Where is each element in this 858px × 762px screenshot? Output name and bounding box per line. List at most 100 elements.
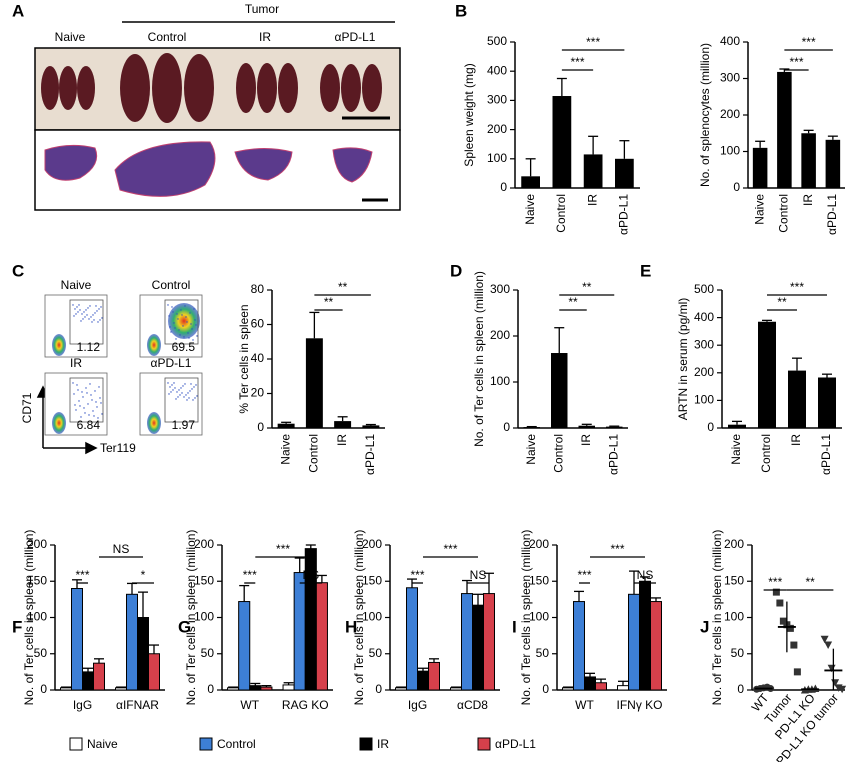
- flow-dot: [91, 321, 93, 323]
- y-tick-label: 60: [251, 317, 265, 331]
- flow-dot: [190, 323, 192, 325]
- bar: [758, 321, 776, 428]
- flow-dot: [176, 391, 178, 393]
- flow-dot: [97, 321, 99, 323]
- significance-label: ***: [243, 568, 257, 582]
- y-tick-label: 50: [201, 646, 215, 660]
- y-axis-label: ARTN in serum (pg/ml): [676, 298, 690, 420]
- y-tick-label: 0: [375, 682, 382, 696]
- point: [779, 617, 787, 625]
- y-tick-label: 500: [487, 34, 507, 48]
- flow-dot: [173, 322, 175, 324]
- y-tick-label: 150: [27, 573, 47, 587]
- legend-label: Naive: [87, 737, 118, 751]
- flow-dot: [196, 335, 198, 337]
- bar: [293, 572, 306, 691]
- bar: [615, 158, 634, 188]
- column-label: IR: [259, 30, 271, 44]
- flow-dot: [84, 412, 86, 414]
- flow-dot: [81, 391, 83, 393]
- flow-dot: [88, 414, 90, 416]
- y-tick-label: 400: [720, 34, 740, 48]
- flow-dot: [94, 312, 96, 314]
- y-tick-label: 0: [257, 420, 264, 434]
- bar: [227, 687, 240, 691]
- y-tick-label: 200: [194, 537, 214, 551]
- flow-dot: [177, 318, 179, 320]
- flow-dot: [89, 383, 91, 385]
- flow-population: [147, 412, 161, 434]
- flow-gate: [164, 299, 199, 345]
- flow-dot: [86, 314, 88, 316]
- flow-dot: [172, 389, 174, 391]
- panel-label: C: [12, 261, 24, 280]
- bar: [60, 687, 72, 691]
- y-tick-label: 100: [694, 393, 714, 407]
- significance-label: **: [805, 575, 815, 589]
- point: [838, 685, 847, 694]
- x-tick-label: αPD-L1: [819, 434, 833, 475]
- y-tick-label: 200: [694, 365, 714, 379]
- flow-dot: [92, 410, 94, 412]
- y-tick-label: 0: [733, 180, 740, 194]
- bar: [483, 593, 495, 691]
- significance-label: ***: [768, 575, 782, 589]
- bar: [825, 139, 841, 188]
- flow-dot: [170, 391, 172, 393]
- flow-dot: [82, 318, 84, 320]
- flow-dot: [178, 389, 180, 391]
- flow-dot: [79, 405, 81, 407]
- y-tick-label: 100: [362, 610, 382, 624]
- y-tick-label: 300: [490, 282, 510, 296]
- column-label: Naive: [55, 30, 86, 44]
- y-tick-label: 20: [251, 386, 265, 400]
- flow-dot: [169, 386, 171, 388]
- point: [772, 588, 780, 596]
- flow-dot: [99, 319, 101, 321]
- bar: [818, 377, 836, 428]
- flow-dot: [195, 384, 197, 386]
- point: [793, 668, 801, 676]
- y-tick-label: 200: [490, 328, 510, 342]
- flow-dot: [182, 325, 184, 327]
- flow-dot: [77, 311, 79, 313]
- flow-dot: [175, 338, 177, 340]
- significance-label: ***: [75, 568, 89, 582]
- flow-dot: [187, 392, 189, 394]
- flow-dot: [72, 304, 74, 306]
- y-tick-label: 100: [487, 151, 507, 165]
- y-tick-label: 50: [731, 646, 745, 660]
- flow-dot: [181, 392, 183, 394]
- y-tick-label: 0: [737, 682, 744, 696]
- flow-dot: [86, 392, 88, 394]
- y-tick-label: 100: [27, 610, 47, 624]
- flow-dot: [80, 416, 82, 418]
- flow-dot: [186, 399, 188, 401]
- bar: [617, 685, 629, 691]
- flow-dot: [167, 382, 169, 384]
- bar: [552, 96, 572, 188]
- bar: [277, 423, 295, 428]
- significance-label: **: [338, 280, 348, 294]
- y-tick-label: 0: [503, 420, 510, 434]
- flow-gate: [164, 377, 199, 423]
- y-axis-label: No. of Ter cells in spleen (million): [519, 530, 533, 706]
- flow-dot: [95, 401, 97, 403]
- flow-dot: [100, 402, 102, 404]
- flow-dot: [196, 395, 198, 397]
- flow-dot: [98, 386, 100, 388]
- flow-dot: [74, 308, 76, 310]
- panel-label: J: [700, 617, 709, 636]
- bar: [752, 147, 768, 188]
- flow-dot: [95, 305, 97, 307]
- flow-dot: [73, 315, 75, 317]
- flow-dot: [97, 417, 99, 419]
- bar: [315, 582, 328, 691]
- bar: [461, 593, 473, 691]
- x-tick-label: αCD8: [457, 698, 488, 712]
- significance-label: ***: [577, 568, 591, 582]
- y-tick-label: 200: [720, 107, 740, 121]
- flow-population: [147, 334, 161, 356]
- flow-dot: [87, 403, 89, 405]
